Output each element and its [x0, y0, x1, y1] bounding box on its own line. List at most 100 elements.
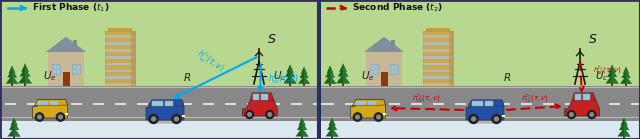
Polygon shape: [626, 76, 632, 84]
Polygon shape: [619, 121, 629, 130]
Polygon shape: [612, 69, 617, 77]
Bar: [381, 72, 388, 86]
Polygon shape: [572, 93, 596, 100]
Text: $h_{sc}^{t_2}(\tau,\nu)$: $h_{sc}^{t_2}(\tau,\nu)$: [593, 63, 621, 75]
Polygon shape: [330, 69, 335, 77]
Text: Second Phase ($t_2$): Second Phase ($t_2$): [352, 2, 443, 14]
Bar: [455, 102, 466, 105]
Bar: [13, 134, 15, 139]
Circle shape: [59, 115, 62, 119]
Polygon shape: [290, 64, 294, 73]
Bar: [423, 56, 453, 59]
Polygon shape: [332, 127, 339, 136]
Circle shape: [494, 117, 499, 121]
Bar: [472, 101, 483, 106]
Circle shape: [56, 113, 65, 121]
Bar: [48, 52, 84, 86]
Text: $U_e$: $U_e$: [43, 69, 57, 83]
Polygon shape: [468, 100, 504, 106]
Circle shape: [246, 111, 253, 119]
Polygon shape: [14, 121, 19, 130]
Bar: [331, 134, 333, 139]
Bar: [609, 102, 620, 105]
Bar: [291, 102, 302, 105]
Bar: [301, 134, 303, 139]
Text: $U_c$: $U_c$: [273, 69, 287, 83]
Bar: [390, 64, 398, 74]
Polygon shape: [607, 69, 617, 77]
Circle shape: [174, 117, 179, 121]
Bar: [426, 28, 450, 31]
Bar: [366, 52, 402, 86]
Polygon shape: [35, 100, 67, 106]
Polygon shape: [35, 118, 66, 121]
Bar: [247, 102, 258, 105]
Circle shape: [356, 115, 359, 119]
Polygon shape: [466, 100, 504, 120]
Polygon shape: [298, 117, 305, 126]
Polygon shape: [351, 100, 385, 118]
Bar: [105, 35, 135, 38]
Polygon shape: [330, 66, 333, 73]
Bar: [383, 113, 387, 115]
Circle shape: [38, 115, 42, 119]
Polygon shape: [304, 70, 308, 78]
Polygon shape: [302, 127, 308, 136]
Bar: [49, 102, 60, 105]
Bar: [105, 83, 135, 86]
Bar: [289, 81, 291, 86]
Polygon shape: [623, 67, 629, 74]
Bar: [11, 81, 13, 86]
Bar: [423, 49, 453, 52]
Bar: [485, 101, 493, 106]
Bar: [115, 102, 126, 105]
Bar: [625, 81, 627, 86]
Bar: [370, 64, 378, 74]
Text: $h_{rb}^{t_2}(\tau,\nu)$: $h_{rb}^{t_2}(\tau,\nu)$: [412, 92, 441, 105]
Polygon shape: [612, 64, 616, 73]
Polygon shape: [33, 100, 67, 118]
Bar: [342, 81, 344, 86]
Polygon shape: [304, 67, 307, 74]
Bar: [0, 86, 318, 121]
Bar: [575, 94, 581, 100]
Polygon shape: [12, 69, 17, 77]
Bar: [423, 70, 453, 72]
Bar: [165, 101, 173, 106]
Polygon shape: [25, 68, 30, 77]
Bar: [5, 102, 16, 105]
Circle shape: [588, 111, 596, 119]
Polygon shape: [343, 63, 347, 72]
Bar: [105, 63, 135, 65]
Polygon shape: [21, 63, 29, 72]
Text: $U_c$: $U_c$: [595, 69, 609, 83]
Bar: [181, 102, 192, 105]
Circle shape: [172, 115, 181, 123]
Text: $h_{sr}^{t_1}(\tau,\nu)$: $h_{sr}^{t_1}(\tau,\nu)$: [193, 46, 227, 76]
Polygon shape: [626, 67, 629, 74]
Circle shape: [590, 113, 593, 116]
Polygon shape: [612, 75, 618, 84]
Polygon shape: [324, 75, 336, 84]
Bar: [52, 64, 60, 74]
Polygon shape: [624, 117, 628, 126]
Polygon shape: [353, 118, 384, 121]
Polygon shape: [620, 117, 628, 126]
Bar: [318, 0, 640, 139]
Polygon shape: [7, 69, 17, 77]
Polygon shape: [326, 127, 339, 136]
Bar: [367, 102, 378, 105]
Polygon shape: [18, 74, 32, 83]
Bar: [105, 56, 135, 59]
Polygon shape: [332, 121, 337, 130]
Polygon shape: [618, 127, 630, 136]
Bar: [329, 81, 331, 86]
Bar: [521, 102, 532, 105]
Bar: [63, 72, 70, 86]
Polygon shape: [14, 127, 20, 136]
Bar: [391, 40, 395, 49]
Polygon shape: [564, 100, 600, 116]
Bar: [65, 113, 68, 115]
Polygon shape: [304, 76, 310, 84]
Polygon shape: [302, 121, 307, 130]
